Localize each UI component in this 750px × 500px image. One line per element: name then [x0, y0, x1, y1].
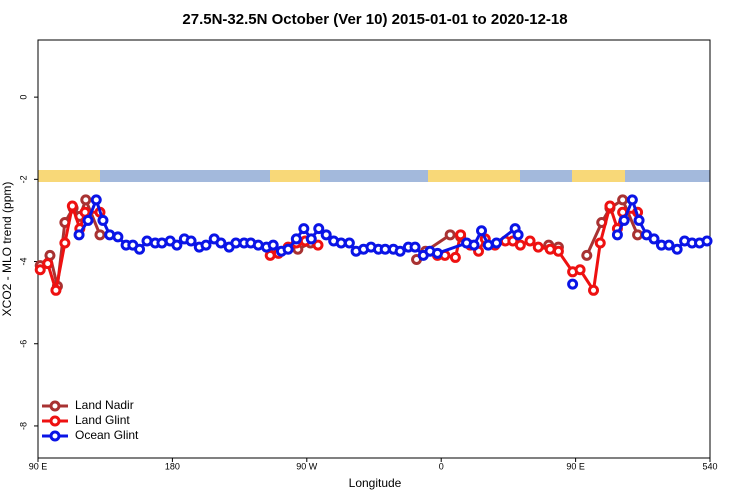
data-point [581, 249, 593, 261]
data-point [617, 194, 629, 206]
data-point [648, 233, 660, 245]
legend-label: Land Nadir [75, 398, 134, 412]
surface-strip [38, 170, 710, 182]
legend-marker [49, 400, 61, 412]
x-axis-label: Longitude [349, 476, 402, 490]
y-axis-label: XCO2 - MLO trend (ppm) [0, 182, 14, 317]
data-point [312, 239, 324, 251]
x-tick-label: 90 W [296, 461, 318, 471]
legend-label: Ocean Glint [75, 428, 139, 442]
data-point [82, 214, 94, 226]
plot-frame [37, 39, 711, 459]
data-point [282, 243, 294, 255]
land-strip [572, 170, 625, 182]
data-point [73, 229, 85, 241]
land-strip [428, 170, 520, 182]
data-point [594, 237, 606, 249]
data-point [701, 235, 713, 247]
data-point [633, 214, 645, 226]
data-point [80, 194, 92, 206]
data-point [626, 194, 638, 206]
data-point [671, 243, 683, 255]
data-point [185, 235, 197, 247]
data-point [200, 239, 212, 251]
y-tick-label: -2 [18, 175, 28, 183]
data-point [59, 237, 71, 249]
data-point [171, 239, 183, 251]
data-point [455, 229, 467, 241]
data-point [431, 247, 443, 259]
y-tick-label: 0 [18, 95, 28, 100]
x-tick-label: 540 [702, 461, 717, 471]
data-point [134, 243, 146, 255]
x-tick-label: 90 E [29, 461, 48, 471]
data-point [409, 241, 421, 253]
x-tick-label: 180 [165, 461, 180, 471]
data-point [574, 264, 586, 276]
data-point [66, 200, 78, 212]
data-point [50, 284, 62, 296]
data-point [97, 214, 109, 226]
chart-title: 27.5N-32.5N October (Ver 10) 2015-01-01 … [182, 11, 567, 28]
data-point [567, 278, 579, 290]
data-point [490, 237, 502, 249]
land-strip [270, 170, 320, 182]
data-point [449, 251, 461, 263]
data-point [290, 233, 302, 245]
data-point [42, 258, 54, 270]
data-point [305, 233, 317, 245]
data-point [313, 223, 325, 235]
data-point [512, 229, 524, 241]
data-point [552, 245, 564, 257]
data-point [94, 229, 106, 241]
data-point [320, 229, 332, 241]
data-point [514, 239, 526, 251]
data-point [444, 229, 456, 241]
data-point [632, 229, 644, 241]
y-tick-label: -4 [18, 258, 28, 266]
legend-marker [49, 430, 61, 442]
data-point [112, 231, 124, 243]
x-tick-label: 90 E [566, 461, 585, 471]
data-point [611, 229, 623, 241]
legend-marker [49, 415, 61, 427]
data-point [468, 239, 480, 251]
data-point [604, 200, 616, 212]
data-point [215, 237, 227, 249]
y-tick-label: -8 [18, 422, 28, 430]
y-tick-label: -6 [18, 340, 28, 348]
data-point [394, 245, 406, 257]
data-point [343, 237, 355, 249]
data-point [618, 214, 630, 226]
ocean-strip [38, 170, 710, 182]
land-strip [38, 170, 100, 182]
data-point [588, 284, 600, 296]
legend-label: Land Glint [75, 413, 130, 427]
x-tick-label: 0 [439, 461, 444, 471]
data-point [663, 239, 675, 251]
data-point [90, 194, 102, 206]
data-point [34, 264, 46, 276]
data-point [267, 239, 279, 251]
data-point [532, 241, 544, 253]
data-point [524, 235, 536, 247]
data-point [298, 223, 310, 235]
data-point [476, 225, 488, 237]
